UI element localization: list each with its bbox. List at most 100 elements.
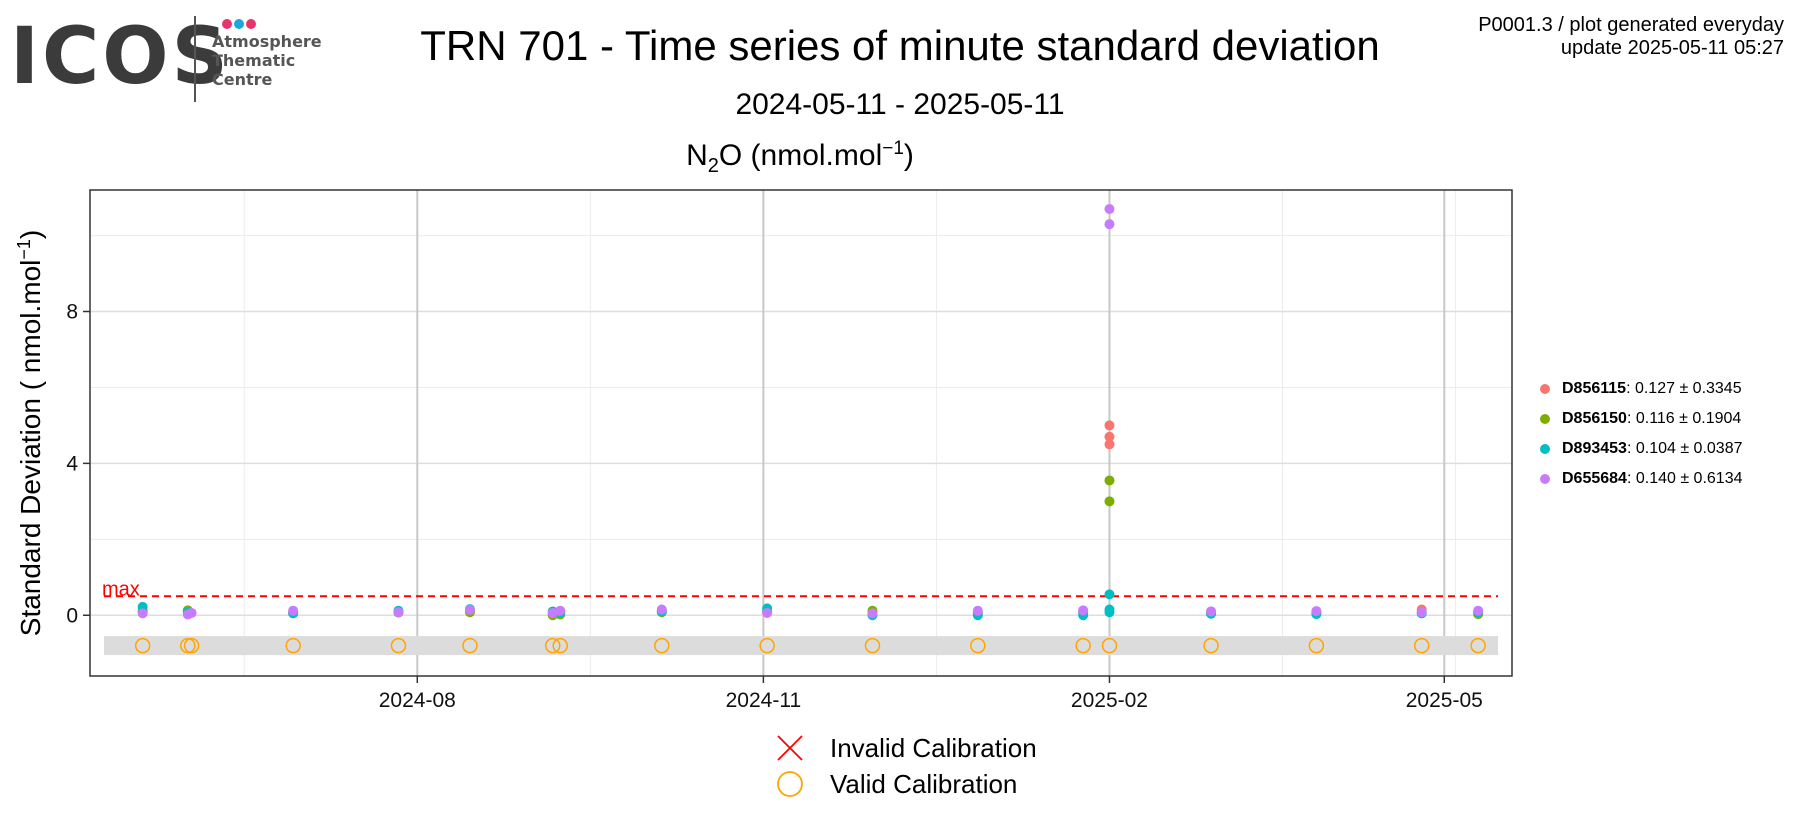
legend-swatch (1540, 444, 1550, 454)
generation-line-1: P0001.3 / plot generated everyday (1478, 14, 1784, 36)
legend-series-name: D856115 (1562, 380, 1627, 397)
x-tick-label: 2024-08 (379, 689, 456, 712)
valid-calibration-label: Valid Calibration (830, 768, 1018, 799)
legend-series-stats: : 0.140 ± 0.6134 (1626, 470, 1743, 487)
valid-calibration-marker (1075, 637, 1091, 654)
panel-title-subscript: 2 (707, 155, 719, 177)
legend-swatch (1540, 414, 1550, 424)
logo-line-2: Thematic (212, 51, 296, 70)
cross-icon (770, 730, 830, 766)
data-point-d655684 (972, 605, 983, 616)
data-point-d655684 (1104, 219, 1115, 230)
valid-calibration-marker (462, 637, 478, 654)
data-points-layer (137, 203, 1484, 621)
panel-title-species: N (686, 139, 708, 172)
logo-dots-icon (222, 16, 258, 34)
chart-subtitle: 2024-05-11 - 2025-05-11 (735, 88, 1065, 121)
cross-icon-stroke (777, 735, 803, 761)
data-point-d655684 (1311, 606, 1322, 617)
valid-calibration-marker (134, 637, 151, 654)
x-tick-label: 2025-02 (1071, 689, 1148, 712)
valid-calibration-marker (1203, 637, 1219, 654)
legend-series-stats: : 0.104 ± 0.0387 (1626, 440, 1743, 457)
data-point-d893453 (1104, 607, 1115, 618)
y-axis-title: Standard Deviation ( nmol.mol−1) (14, 230, 46, 636)
logo-subtitle: Atmosphere Thematic Centre (212, 32, 322, 89)
legend-series-name: D655684 (1562, 470, 1627, 487)
calibration-band-layer (104, 636, 1498, 656)
data-point-d655684 (1473, 605, 1484, 616)
y-axis-title-main: Standard Deviation ( nmol.mol (15, 260, 46, 637)
legend-entry-d856115: D856115: 0.127 ± 0.3345 (1540, 374, 1743, 404)
valid-calibration-marker (552, 637, 568, 654)
chart-title: TRN 701 - Time series of minute standard… (420, 22, 1380, 69)
logo-line-3: Centre (212, 70, 273, 89)
valid-calibration-marker (1308, 637, 1325, 654)
valid-calibration-marker (864, 637, 881, 654)
x-tick-label: 2024-11 (726, 689, 802, 712)
data-point-d655684 (547, 607, 558, 618)
calibration-band (104, 636, 1498, 656)
valid-calibration-marker (1413, 637, 1430, 654)
logo-separator (194, 16, 196, 102)
generation-line-2: update 2025-05-11 05:27 (1560, 37, 1784, 59)
calibration-markers-layer (134, 637, 1486, 654)
data-point-d655684 (393, 607, 404, 618)
data-point-d655684 (1416, 607, 1427, 618)
valid-calibration-marker (180, 637, 196, 654)
logo-dot (222, 19, 232, 29)
y-tick-label: 8 (66, 301, 78, 324)
logo-dot (234, 19, 244, 29)
valid-calibration-marker (759, 637, 775, 654)
valid-calibration-marker (390, 637, 407, 654)
valid-calibration-marker (1101, 637, 1118, 654)
data-point-d655684 (867, 608, 878, 619)
valid-calibration-marker (285, 637, 301, 654)
data-point-d655684 (762, 607, 773, 618)
legend-invalid-calibration: Invalid Calibration (770, 730, 1037, 766)
data-point-d655684 (656, 604, 667, 615)
legend-swatch (1540, 474, 1550, 484)
series-legend: D856115: 0.127 ± 0.3345 D856150: 0.116 ± … (1540, 374, 1743, 494)
data-point-d655684 (137, 608, 148, 619)
legend-valid-calibration: Valid Calibration (770, 766, 1037, 802)
legend-series-name: D856150 (1562, 410, 1627, 427)
generation-info: P0001.3 / plot generated everyday update… (1478, 14, 1784, 60)
max-threshold-label: max (102, 578, 140, 600)
grid-lines (90, 190, 1512, 676)
max-line-layer: max (102, 578, 1498, 600)
invalid-calibration-label: Invalid Calibration (830, 732, 1037, 763)
icos-logo: ICOS Atmosphere Thematic Centre (10, 14, 330, 104)
valid-calibration-marker (183, 637, 200, 654)
legend-swatch (1540, 384, 1550, 394)
axes-layer: 2024-08 2024-11 2025-02 2025-05 0 4 8 (66, 301, 1483, 713)
panel-title-superscript: −1 (882, 138, 904, 159)
data-point-d655684 (186, 607, 197, 618)
valid-calibration-marker (544, 637, 561, 654)
legend-entry-d655684: D655684: 0.140 ± 0.6134 (1540, 464, 1743, 494)
data-point-d856115 (1104, 420, 1115, 431)
valid-calibration-marker (970, 637, 986, 654)
data-point-d655684 (288, 605, 299, 616)
legend-entry-d893453: D893453: 0.104 ± 0.0387 (1540, 434, 1743, 464)
calibration-legend: Invalid Calibration Valid Calibration (770, 730, 1037, 802)
data-point-d856115 (1104, 439, 1115, 450)
plot-border (89, 189, 1513, 677)
panel-title: N2O (nmol.mol−1) (0, 138, 1600, 178)
valid-calibration-marker (654, 637, 670, 654)
y-axis-title-superscript: −1 (14, 239, 34, 260)
legend-series-stats: : 0.127 ± 0.3345 (1626, 380, 1742, 397)
y-axis-title-end: ) (15, 230, 46, 239)
y-tick-label: 0 (66, 604, 78, 627)
panel-title-rest: O (nmol.mol (718, 139, 883, 172)
logo-line-1: Atmosphere (212, 32, 322, 51)
circle-icon (770, 766, 830, 802)
data-point-d856150 (1104, 475, 1115, 486)
data-point-d655684 (1104, 203, 1115, 214)
logo-wordmark: ICOS (10, 12, 231, 102)
data-point-d856115 (1104, 431, 1115, 442)
legend-series-name: D893453 (1562, 440, 1627, 457)
panel-title-end: ) (903, 139, 914, 172)
data-point-d655684 (555, 605, 566, 616)
